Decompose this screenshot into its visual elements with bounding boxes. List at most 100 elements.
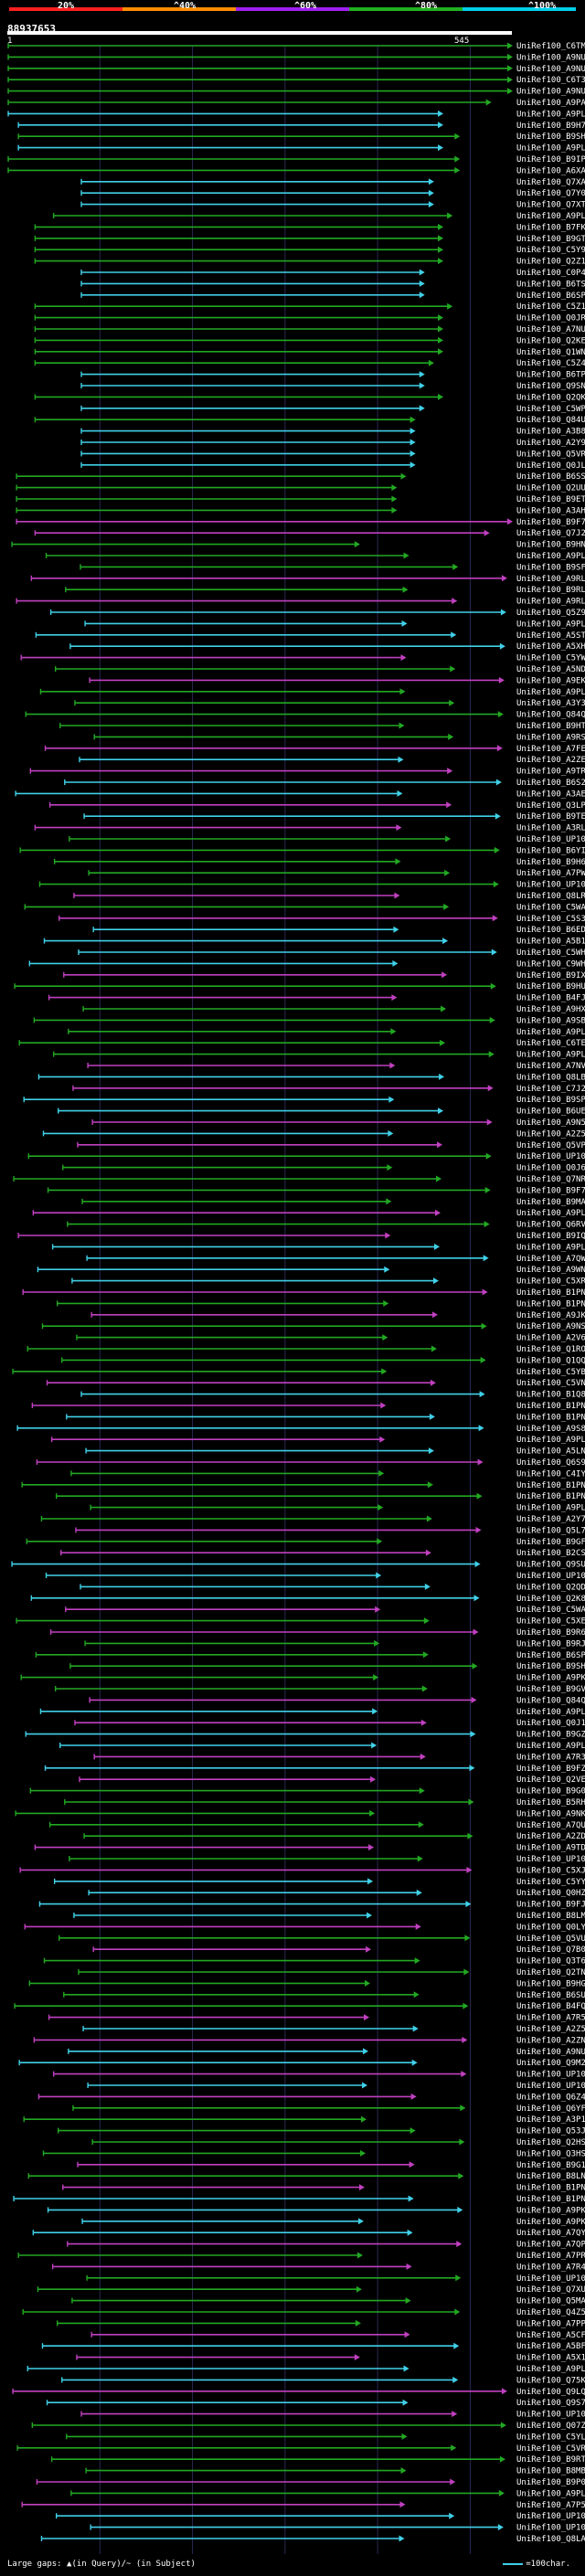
hit-label: UniRef100_B9GTS2 <box>516 235 585 244</box>
hit-arrow <box>468 1798 474 1806</box>
hit-label: UniRef100_A3AHU0 <box>516 506 585 515</box>
hit-row: UniRef100_B1PNK5 <box>66 1413 585 1422</box>
hit-arrow <box>480 1356 486 1363</box>
hit-arrow <box>458 2172 464 2179</box>
legend-scale-text: =100char. <box>503 2560 570 2569</box>
hit-label: UniRef100_UP1000.. <box>516 2524 585 2533</box>
hit-row: UniRef100_Q8LBQ7 <box>37 1073 585 1082</box>
hit-arrow <box>451 2444 457 2452</box>
hit-label: UniRef100_A5CFG4 <box>516 2331 585 2340</box>
hit-row: UniRef100_B6YIS3 <box>19 846 585 855</box>
hit-row: UniRef100_A7NUD1 <box>34 325 585 334</box>
hit-arrow <box>388 1096 395 1103</box>
hit-arrow <box>392 959 399 967</box>
hit-label: UniRef100_B9TEB9 <box>516 812 585 822</box>
hit-row: UniRef100_B9IQB6 <box>17 1232 585 1241</box>
hit-arrow <box>454 166 461 174</box>
hit-row: UniRef100_C5WAG2 <box>24 903 585 912</box>
hit-arrow <box>447 302 453 310</box>
hit-arrow <box>490 982 496 990</box>
hit-row: UniRef100_A5X1G6 <box>76 2354 585 2363</box>
hit-row: UniRef100_A9NUJ0 <box>7 65 585 74</box>
hit-row: UniRef100_A2Y7P9 <box>40 1515 585 1524</box>
hit-label: UniRef100_Q4Z5K0 <box>516 2308 585 2317</box>
hit-row: UniRef100_A9NK16 <box>15 1809 585 1818</box>
hit-arrow <box>419 371 425 378</box>
ruler-start-label: 1 <box>7 37 13 46</box>
hit-row: UniRef100_C6T368 <box>7 76 585 85</box>
hit-arrow <box>371 1742 378 1749</box>
hit-label: UniRef100_Q1WND5 <box>516 348 585 357</box>
hit-row: UniRef100_Q2TN86 <box>78 1968 585 1977</box>
hit-label: UniRef100_C5Z4N7 <box>516 359 585 368</box>
hit-arrow <box>419 405 425 412</box>
hit-row: UniRef100_A7R368 <box>93 1753 585 1762</box>
hit-arrow <box>428 178 434 186</box>
hit-arrow <box>501 2388 507 2395</box>
hit-arrow <box>484 1221 490 1228</box>
scale-segment <box>122 7 236 11</box>
hit-row: UniRef100_Q8LRE9 <box>73 892 585 901</box>
hit-label: UniRef100_C5VRG8 <box>516 2444 585 2454</box>
hit-label: UniRef100_C5VNL0 <box>516 1379 585 1388</box>
hit-row: UniRef100_C4IYP5 <box>70 1469 585 1479</box>
hit-arrow <box>430 1379 436 1386</box>
hit-label: UniRef100_C5YY62 <box>516 1878 585 1887</box>
hit-arrow <box>463 1968 470 1976</box>
hit-arrow <box>422 1651 429 1659</box>
hit-arrow <box>431 1311 438 1319</box>
hit-arrow <box>460 2104 466 2112</box>
hit-label: UniRef100_B9IXF6 <box>516 971 585 981</box>
hit-arrow <box>491 949 497 956</box>
hit-row: UniRef100_Q5L7W9 <box>75 1526 585 1535</box>
hit-row: UniRef100_A9PKR5 <box>47 2206 585 2215</box>
hit-label: UniRef100_A3Y3J9 <box>516 699 585 708</box>
hit-row: UniRef100_A5XHK5 <box>69 642 585 652</box>
hit-arrow <box>410 416 416 423</box>
hit-row: UniRef100_B9HGC6 <box>28 1979 585 1988</box>
hit-arrow <box>399 688 406 695</box>
hit-row: UniRef100_C5S3W4 <box>58 915 585 924</box>
hit-label: UniRef100_A9TRV4 <box>516 768 585 777</box>
hit-arrow <box>379 1436 386 1443</box>
hit-label: UniRef100_A9PL80 <box>516 1504 585 1513</box>
hit-arrow <box>373 1674 379 1681</box>
hit-row: UniRef100_C5XEN2 <box>16 1617 585 1627</box>
hit-label: UniRef100_Q2K8L7 <box>516 1595 585 1604</box>
hit-row: UniRef100_Q75K84 <box>61 2376 585 2385</box>
hit-arrow <box>463 2002 469 2009</box>
hit-label: UniRef100_B9SFE4 <box>516 563 585 572</box>
hit-row: UniRef100_Q4Z5K0 <box>22 2308 585 2317</box>
hit-row: UniRef100_UP1000.. <box>69 835 585 844</box>
hit-label: UniRef100_Q6YFM0 <box>516 2104 585 2114</box>
hit-arrow <box>497 711 504 718</box>
hit-arrow <box>365 1979 371 1987</box>
hit-row: UniRef100_C5YB43 <box>12 1368 585 1377</box>
hit-arrow <box>420 1753 426 1760</box>
hit-row: UniRef100_A9NU33 <box>68 2048 585 2057</box>
hit-arrow <box>420 1719 427 1726</box>
hit-label: UniRef100_Q07ZC0 <box>516 2422 585 2431</box>
hit-label: UniRef100_A9NUJ0 <box>516 65 585 74</box>
hit-label: UniRef100_A9PL78 <box>516 1051 585 1060</box>
hit-label: UniRef100_Q7XAY5 <box>516 178 585 187</box>
hit-row: UniRef100_B9HTD0 <box>59 722 585 731</box>
hit-label: UniRef100_C5XEN2 <box>516 1617 585 1627</box>
hit-arrow <box>380 1402 387 1409</box>
hit-arrow <box>410 428 416 435</box>
hit-row: UniRef100_B8LN01 <box>27 2172 585 2181</box>
hit-label: UniRef100_A5B1C1 <box>516 938 585 947</box>
hit-row: UniRef100_Q7XU26 <box>37 2285 585 2295</box>
hit-label: UniRef100_Q7NRB1 <box>516 1175 585 1184</box>
hit-label: UniRef100_B9GFN9 <box>516 1538 585 1547</box>
hit-row: UniRef100_A9SB99 <box>33 1016 585 1025</box>
hit-row: UniRef100_Q2KEU4 <box>34 336 585 345</box>
hit-row: UniRef100_B9FZ00 <box>44 1765 585 1774</box>
hit-arrow <box>364 2014 370 2021</box>
hit-arrow <box>372 1708 378 1715</box>
hit-arrow <box>500 2422 506 2429</box>
hit-label: UniRef100_A7QUL4 <box>516 1821 585 1830</box>
hit-row: UniRef100_Q6S9X9 <box>36 1458 585 1468</box>
hit-label: UniRef100_B9FZ00 <box>516 1765 585 1774</box>
hit-label: UniRef100_B1PNK5 <box>516 1413 585 1422</box>
